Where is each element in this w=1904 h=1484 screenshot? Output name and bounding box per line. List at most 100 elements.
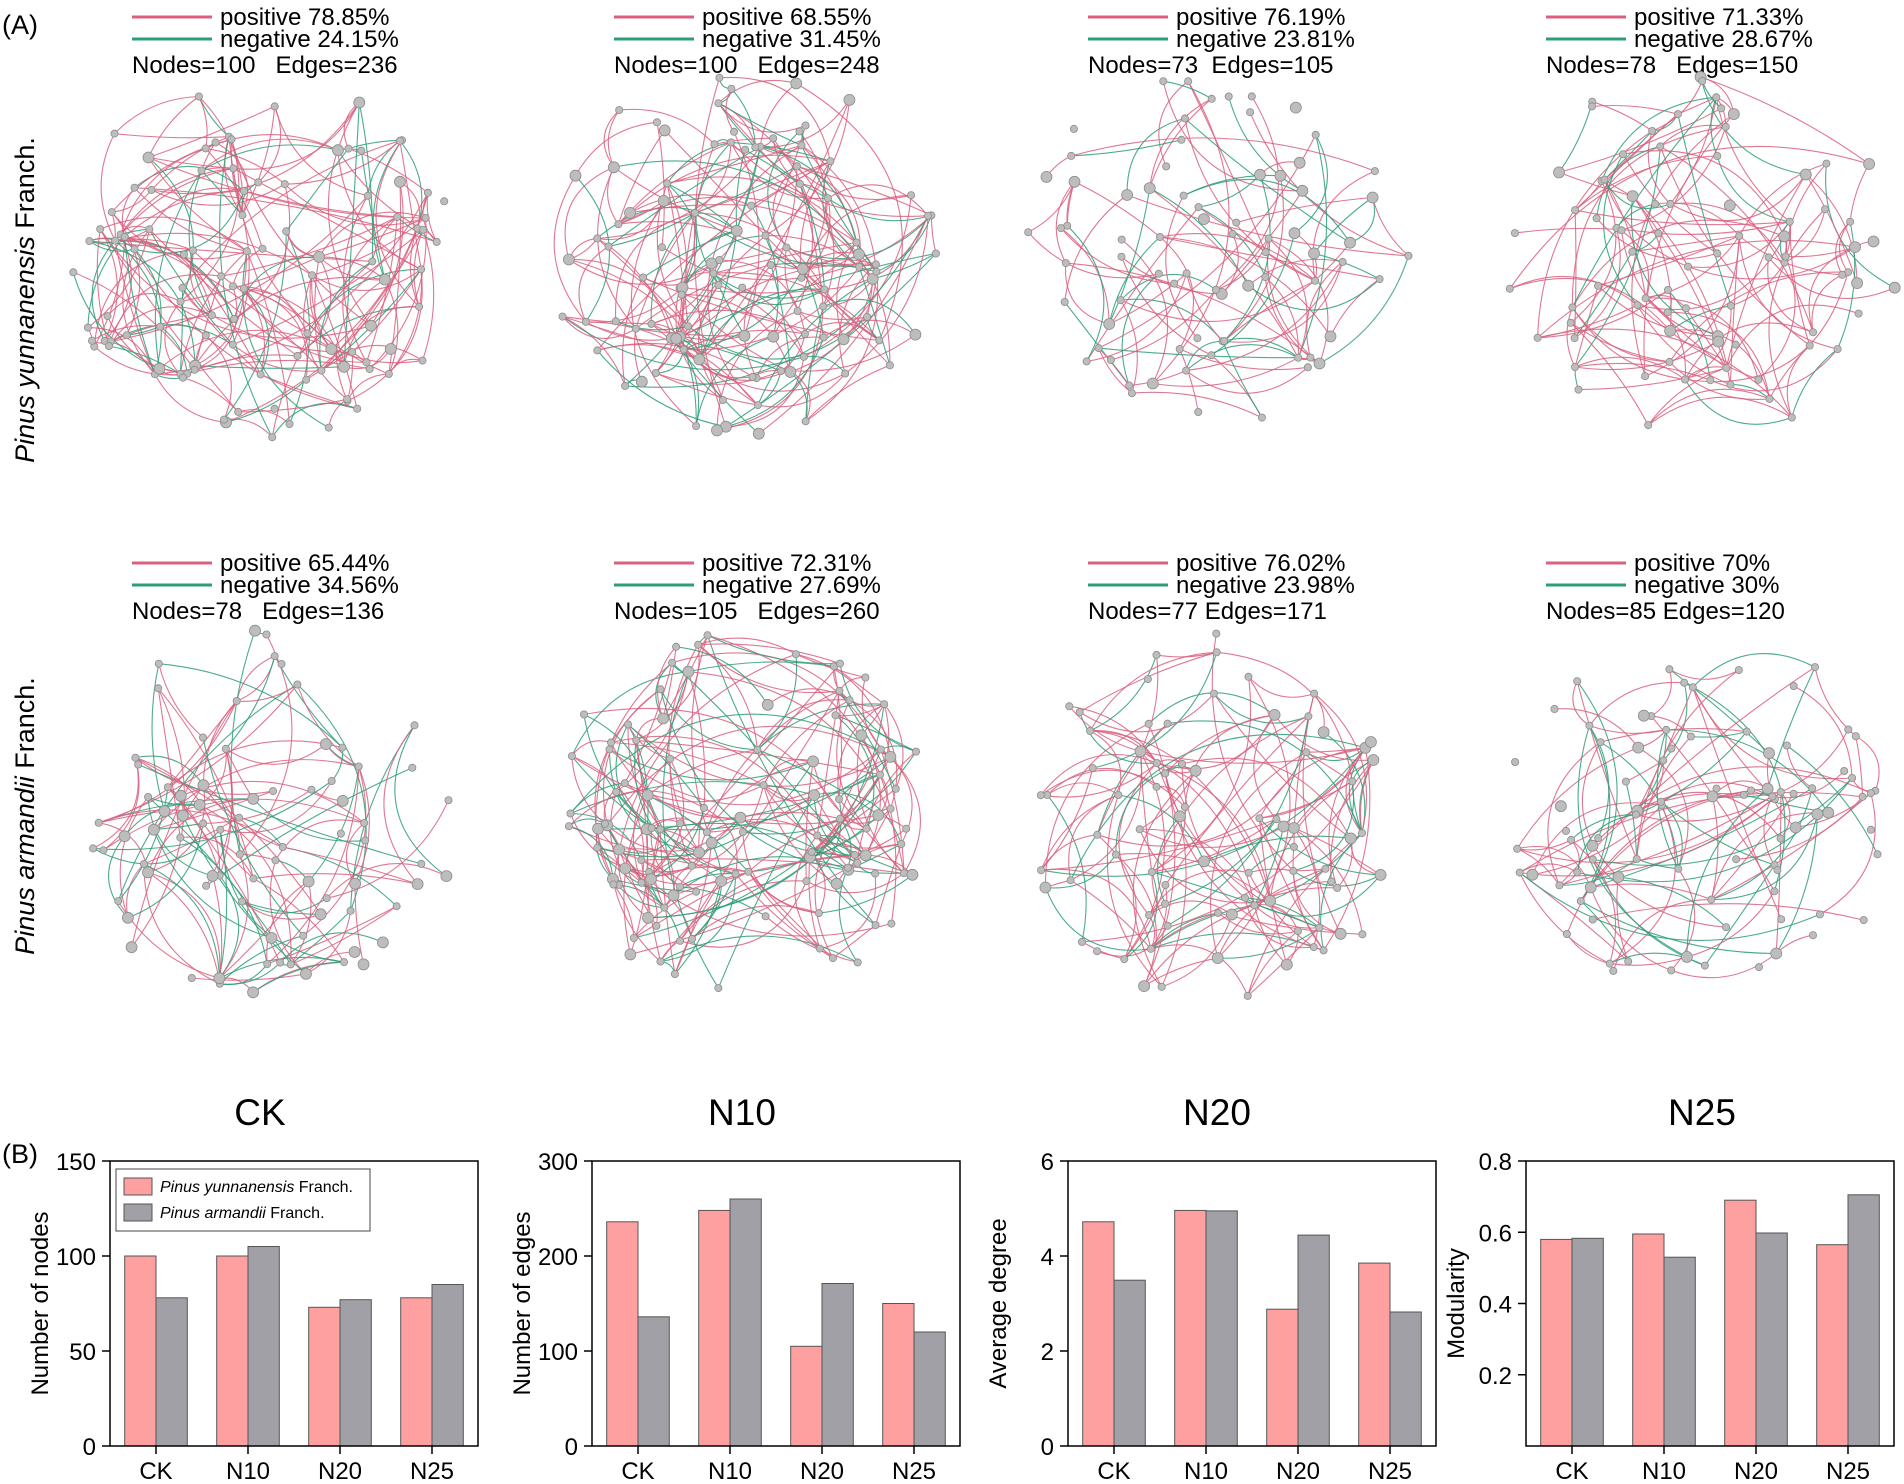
network-node <box>1274 169 1287 182</box>
network-node <box>1567 835 1576 844</box>
network-edge <box>1040 762 1158 798</box>
network-node <box>613 843 625 856</box>
network-edge <box>1071 137 1376 172</box>
network-edge <box>1046 794 1087 943</box>
network-node <box>120 232 129 241</box>
y-axis-label: Modularity <box>1443 1248 1470 1359</box>
network-edge <box>1635 795 1773 822</box>
network-node <box>1293 156 1306 169</box>
network-edge <box>651 817 708 833</box>
network-edge <box>318 211 426 258</box>
bar-yunnanensis <box>400 1297 433 1447</box>
network-node <box>667 889 680 902</box>
network-edge <box>225 743 327 765</box>
network-edge <box>838 867 859 963</box>
network-edge <box>1372 197 1409 257</box>
bar-armandii <box>1755 1232 1788 1447</box>
network-node <box>432 237 441 246</box>
bar-yunnanensis <box>1174 1209 1207 1447</box>
network-node <box>1663 308 1672 317</box>
network-legend-n25-armandii: positive 70% negative 30% Nodes=85 Edges… <box>1546 550 1785 625</box>
network-node <box>332 144 344 157</box>
network-node <box>235 813 244 822</box>
network-node <box>357 958 370 971</box>
network-node <box>1662 725 1671 734</box>
network-node <box>1632 810 1641 819</box>
network-edge <box>219 829 345 963</box>
network-node <box>906 868 919 881</box>
network-node <box>836 814 845 823</box>
network-nodes <box>1505 71 1901 430</box>
network-node <box>1296 184 1309 197</box>
network-node <box>1609 966 1618 975</box>
network-edge <box>296 684 360 767</box>
network-edge <box>823 289 880 341</box>
network-edge <box>1574 362 1711 381</box>
network-edge <box>1738 163 1827 237</box>
network-node <box>349 877 362 890</box>
network-node <box>228 282 237 291</box>
network-edge <box>1574 113 1679 211</box>
network-edge <box>765 915 858 963</box>
network-node <box>1277 820 1290 833</box>
network-node <box>866 272 879 285</box>
network-edge <box>674 880 722 975</box>
network-edge <box>326 799 450 899</box>
network-node <box>271 856 280 865</box>
network-edge <box>107 293 181 317</box>
network-edge <box>562 316 626 387</box>
network-node <box>1232 218 1241 227</box>
network-edge <box>218 829 228 979</box>
bar-yunnanensis <box>216 1255 249 1447</box>
network-node <box>1821 205 1830 214</box>
network-node <box>325 343 338 355</box>
bar-armandii <box>1571 1237 1604 1447</box>
network-node <box>761 912 770 921</box>
network-edge <box>1070 751 1143 881</box>
network-node <box>286 960 295 969</box>
network-edge <box>812 761 867 830</box>
network-node <box>752 427 765 440</box>
network-node <box>415 302 424 311</box>
legend-swatch-armandii <box>123 1203 153 1222</box>
network-edge <box>147 871 221 979</box>
y-tick-label: 0 <box>1041 1434 1054 1461</box>
bar-armandii <box>339 1299 372 1447</box>
network-node <box>1211 285 1220 294</box>
network-edge <box>1249 111 1409 257</box>
network-stats: Nodes=100 Edges=236 <box>132 52 398 79</box>
network-node <box>624 948 637 961</box>
network-edge <box>1637 792 1744 812</box>
network-edge <box>1120 299 1138 394</box>
network-node <box>1722 363 1731 372</box>
network-edge <box>1711 792 1872 901</box>
network-edge <box>770 264 791 372</box>
network-node <box>843 94 856 106</box>
network-node <box>199 819 208 828</box>
network-node <box>1600 175 1609 184</box>
network-node <box>1781 252 1790 261</box>
network-edge <box>765 235 874 280</box>
network-node <box>346 906 355 915</box>
network-node <box>593 234 602 243</box>
network-edge <box>93 780 333 851</box>
network-node <box>619 862 632 875</box>
network-node <box>1721 122 1730 131</box>
network-node <box>656 957 665 966</box>
network-node <box>293 351 302 360</box>
network-node <box>1773 866 1782 875</box>
network-edge <box>1179 348 1199 413</box>
network-node <box>670 970 679 979</box>
network-edge <box>1159 236 1331 337</box>
x-tick-label: N25 <box>1826 1458 1870 1484</box>
network-edge <box>220 780 333 834</box>
network-edge <box>613 160 874 280</box>
network-node <box>193 799 206 811</box>
network-edge <box>610 742 741 819</box>
network-node <box>353 96 366 109</box>
network-node <box>564 822 573 831</box>
network-node <box>1859 916 1868 925</box>
network-edge <box>115 232 313 276</box>
network-edge <box>1589 725 1667 734</box>
network-node <box>1732 855 1741 864</box>
